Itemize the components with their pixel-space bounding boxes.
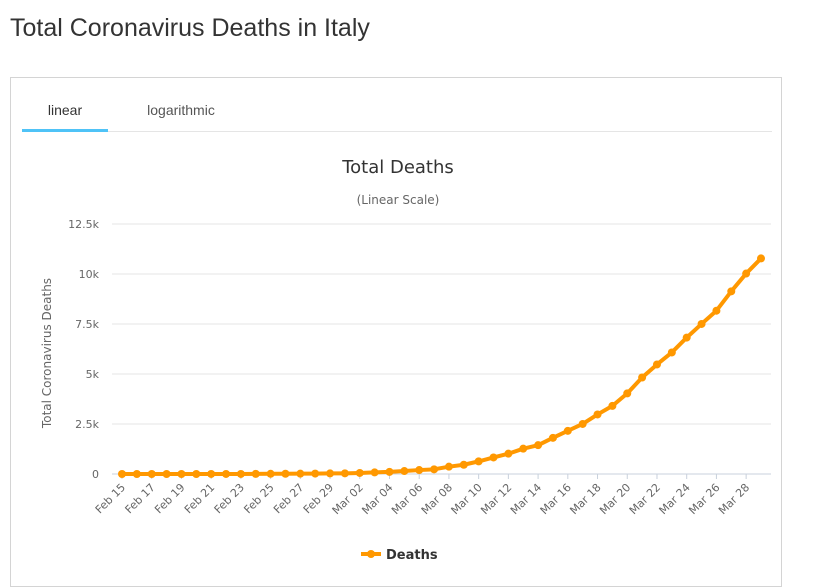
- data-point[interactable]: [415, 466, 424, 475]
- y-tick-label: 2.5k: [75, 418, 99, 431]
- data-point[interactable]: [147, 470, 156, 478]
- x-tick-label: Mar 06: [389, 481, 425, 517]
- data-point[interactable]: [742, 269, 751, 278]
- y-tick-label: 10k: [79, 268, 100, 281]
- x-tick-label: Mar 26: [686, 481, 722, 517]
- data-point[interactable]: [534, 441, 543, 450]
- data-point[interactable]: [757, 254, 765, 263]
- x-tick-label: Mar 04: [359, 481, 395, 517]
- x-tick-label: Mar 20: [597, 481, 633, 517]
- data-point[interactable]: [355, 468, 364, 477]
- x-tick-label: Mar 08: [419, 481, 455, 517]
- series-deaths: [118, 254, 765, 478]
- data-point[interactable]: [222, 469, 231, 478]
- data-point[interactable]: [177, 470, 186, 478]
- data-point[interactable]: [296, 469, 305, 478]
- x-tick-label: Feb 27: [271, 481, 306, 516]
- data-point[interactable]: [548, 433, 557, 442]
- y-axis-title: Total Coronavirus Deaths: [40, 278, 54, 429]
- data-point[interactable]: [281, 469, 290, 478]
- series-line-deaths: [120, 256, 763, 476]
- x-tick-label: Mar 22: [627, 481, 663, 517]
- data-point[interactable]: [608, 401, 617, 410]
- scale-tabs: linear logarithmic: [22, 78, 772, 132]
- data-point[interactable]: [712, 306, 721, 315]
- data-point[interactable]: [563, 426, 572, 435]
- data-point[interactable]: [132, 470, 141, 478]
- x-tick-label: Feb 23: [212, 481, 247, 516]
- data-point[interactable]: [311, 469, 320, 478]
- x-tick-label: Feb 17: [122, 481, 157, 516]
- data-point[interactable]: [118, 470, 126, 478]
- data-point[interactable]: [474, 457, 483, 466]
- x-tick-label: Mar 28: [716, 481, 752, 517]
- data-point[interactable]: [251, 469, 260, 478]
- data-point[interactable]: [236, 469, 245, 478]
- x-tick-label: Feb 29: [301, 481, 336, 516]
- data-point[interactable]: [489, 453, 498, 462]
- data-point[interactable]: [578, 419, 587, 428]
- data-point[interactable]: [192, 470, 201, 478]
- data-point[interactable]: [727, 287, 736, 296]
- chart-panel: linear logarithmic Total Deaths (Linear …: [10, 77, 782, 587]
- data-point[interactable]: [652, 360, 661, 369]
- page-title: Total Coronavirus Deaths in Italy: [10, 14, 370, 42]
- x-tick-label: Mar 14: [508, 481, 544, 517]
- x-tick-label: Mar 10: [449, 481, 485, 517]
- data-point[interactable]: [623, 389, 632, 398]
- data-point[interactable]: [697, 319, 706, 328]
- data-point[interactable]: [266, 469, 275, 478]
- data-point[interactable]: [638, 373, 647, 382]
- data-point[interactable]: [340, 469, 349, 478]
- tab-linear[interactable]: linear: [22, 78, 108, 132]
- data-point[interactable]: [385, 467, 394, 476]
- legend-point-marker: [367, 550, 375, 558]
- y-tick-label: 0: [92, 468, 99, 481]
- data-point[interactable]: [519, 444, 528, 453]
- x-tick-label: Feb 21: [182, 481, 217, 516]
- y-tick-label: 5k: [86, 368, 100, 381]
- data-point[interactable]: [682, 333, 691, 342]
- x-tick-label: Feb 19: [152, 481, 187, 516]
- x-tick-label: Mar 02: [330, 481, 366, 517]
- data-point[interactable]: [430, 465, 439, 474]
- data-point[interactable]: [207, 469, 216, 478]
- y-axis-ticks: 0 2.5k 5k 7.5k 10k 12.5k: [68, 218, 99, 481]
- x-tick-label: Mar 18: [567, 481, 603, 517]
- y-tick-label: 7.5k: [75, 318, 99, 331]
- data-point[interactable]: [667, 348, 676, 357]
- data-point[interactable]: [162, 470, 171, 478]
- data-point[interactable]: [593, 410, 602, 419]
- legend-label-deaths: Deaths: [386, 548, 438, 563]
- data-point[interactable]: [326, 469, 335, 478]
- x-tick-label: Mar 16: [538, 481, 574, 517]
- x-tick-label: Mar 24: [657, 481, 693, 517]
- tab-logarithmic[interactable]: logarithmic: [147, 102, 215, 118]
- data-point[interactable]: [370, 468, 379, 477]
- x-tick-label: Feb 25: [241, 481, 276, 516]
- y-tick-label: 12.5k: [68, 218, 99, 231]
- data-point[interactable]: [459, 460, 468, 469]
- data-point[interactable]: [444, 462, 453, 471]
- chart-subtitle: (Linear Scale): [357, 193, 440, 207]
- legend[interactable]: Deaths: [361, 548, 438, 563]
- x-tick-label: Mar 12: [478, 481, 514, 517]
- x-tick-label: Feb 15: [93, 481, 128, 516]
- data-point[interactable]: [504, 449, 513, 458]
- chart-title: Total Deaths: [341, 157, 454, 178]
- data-point[interactable]: [400, 467, 409, 476]
- chart: Total Deaths (Linear Scale) Total Corona…: [40, 157, 771, 563]
